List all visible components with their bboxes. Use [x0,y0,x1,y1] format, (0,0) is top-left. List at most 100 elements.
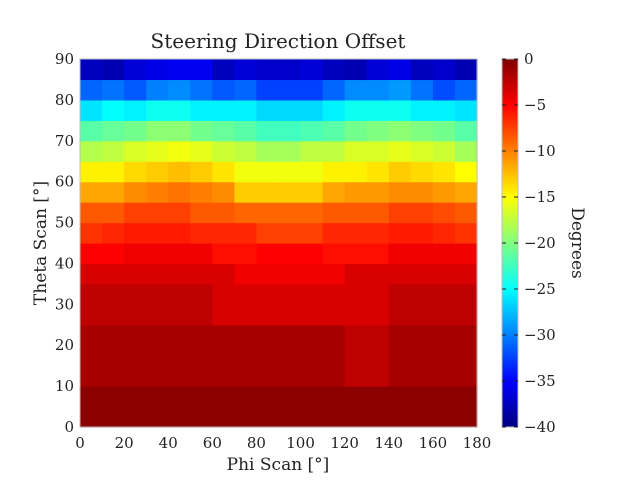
heatmap-cell [344,324,368,387]
heatmap-cell [366,222,390,244]
heatmap-cell [388,263,412,285]
heatmap-cell [190,79,213,101]
heatmap-cell [234,283,258,326]
heatmap-cell [146,283,169,326]
heatmap-cell [190,243,213,265]
heatmap-cell [454,120,478,142]
heatmap-cell [454,324,478,387]
heatmap-cell [80,59,103,81]
heatmap-cell [344,59,368,81]
heatmap-cell [234,202,258,224]
heatmap-cell [366,79,390,101]
heatmap-cell [102,324,125,387]
heatmap-cell [234,263,258,285]
heatmap-cell [410,222,434,244]
heatmap-cell [212,99,235,121]
heatmap-cell [432,243,456,265]
heatmap-cell [124,263,147,285]
heatmap-cell [366,161,390,183]
heatmap-cell [234,59,258,81]
heatmap-cell [278,140,302,162]
heatmap-cell [410,59,434,81]
heatmap-cell [300,222,324,244]
heatmap-cell [388,202,412,224]
colorbar-tick-label: −10 [524,142,556,160]
heatmap-cell [146,140,169,162]
heatmap-cell [102,222,125,244]
heatmap-cell [102,120,125,142]
heatmap-cell [190,59,213,81]
heatmap-cell [344,243,368,265]
heatmap-cell [234,324,258,387]
heatmap-cell [256,386,280,428]
heatmap-cell [388,140,412,162]
heatmap-cell [344,99,368,121]
heatmap-cell [212,79,235,101]
y-tick-label: 30 [55,295,74,313]
heatmap-cell [80,181,103,203]
heatmap-cell [234,243,258,265]
heatmap-cell [410,324,434,387]
heatmap-cell [300,161,324,183]
colorbar-tick-label: −20 [524,234,556,252]
heatmap-cell [366,181,390,203]
heatmap-cell [168,181,191,203]
heatmap-cell [278,202,302,224]
heatmap-cell [102,59,125,81]
heatmap-cell [124,79,147,101]
y-tick-label: 0 [64,418,74,436]
heatmap-cell [102,181,125,203]
heatmap-cell [168,120,191,142]
heatmap-cell [212,222,235,244]
y-tick-label: 10 [55,377,74,395]
heatmap-cell [168,386,191,428]
heatmap-cell [146,202,169,224]
y-tick-label: 50 [55,214,74,232]
heatmap-cell [146,79,169,101]
heatmap-cell [212,283,235,326]
heatmap-cell [256,79,280,101]
heatmap-cell [256,243,280,265]
heatmap-cell [432,140,456,162]
x-tick-label: 120 [330,434,359,452]
heatmap-cell [432,386,456,428]
heatmap-cell [432,59,456,81]
heatmap-cell [80,140,103,162]
heatmap-cell [366,283,390,326]
heatmap-cell [300,79,324,101]
heatmap-cell [454,59,478,81]
heatmap-cell [454,161,478,183]
heatmap-cell [410,202,434,224]
heatmap-cell [212,263,235,285]
heatmap-cell [432,283,456,326]
y-tick-label: 20 [55,336,74,354]
heatmap-cell [410,99,434,121]
heatmap-cell [344,386,368,428]
heatmap-cell [410,263,434,285]
heatmap-cell [146,181,169,203]
heatmap-cell [124,202,147,224]
heatmap-cell [410,120,434,142]
heatmap-cell [388,324,412,387]
heatmap-cell [322,283,346,326]
heatmap-cell [322,161,346,183]
heatmap-cell [80,283,103,326]
heatmap-cell [234,161,258,183]
colorbar-ticks: 0 −5 −10 −15 −20 −25 −30 −35 −40 [502,50,556,436]
heatmap-cell [124,99,147,121]
heatmap-cell [102,202,125,224]
heatmap-cell [146,161,169,183]
heatmap-cell [454,181,478,203]
heatmap-cell [344,263,368,285]
y-tick-label: 60 [55,173,74,191]
heatmap-cell [366,243,390,265]
heatmap-cell [410,283,434,326]
heatmap-cell [322,324,346,387]
heatmap-cell [256,324,280,387]
heatmap-cell [366,263,390,285]
heatmap-cell [366,202,390,224]
heatmap-cell [366,140,390,162]
heatmap-cell [80,324,103,387]
heatmap-cell [146,99,169,121]
x-tick-label: 160 [419,434,448,452]
